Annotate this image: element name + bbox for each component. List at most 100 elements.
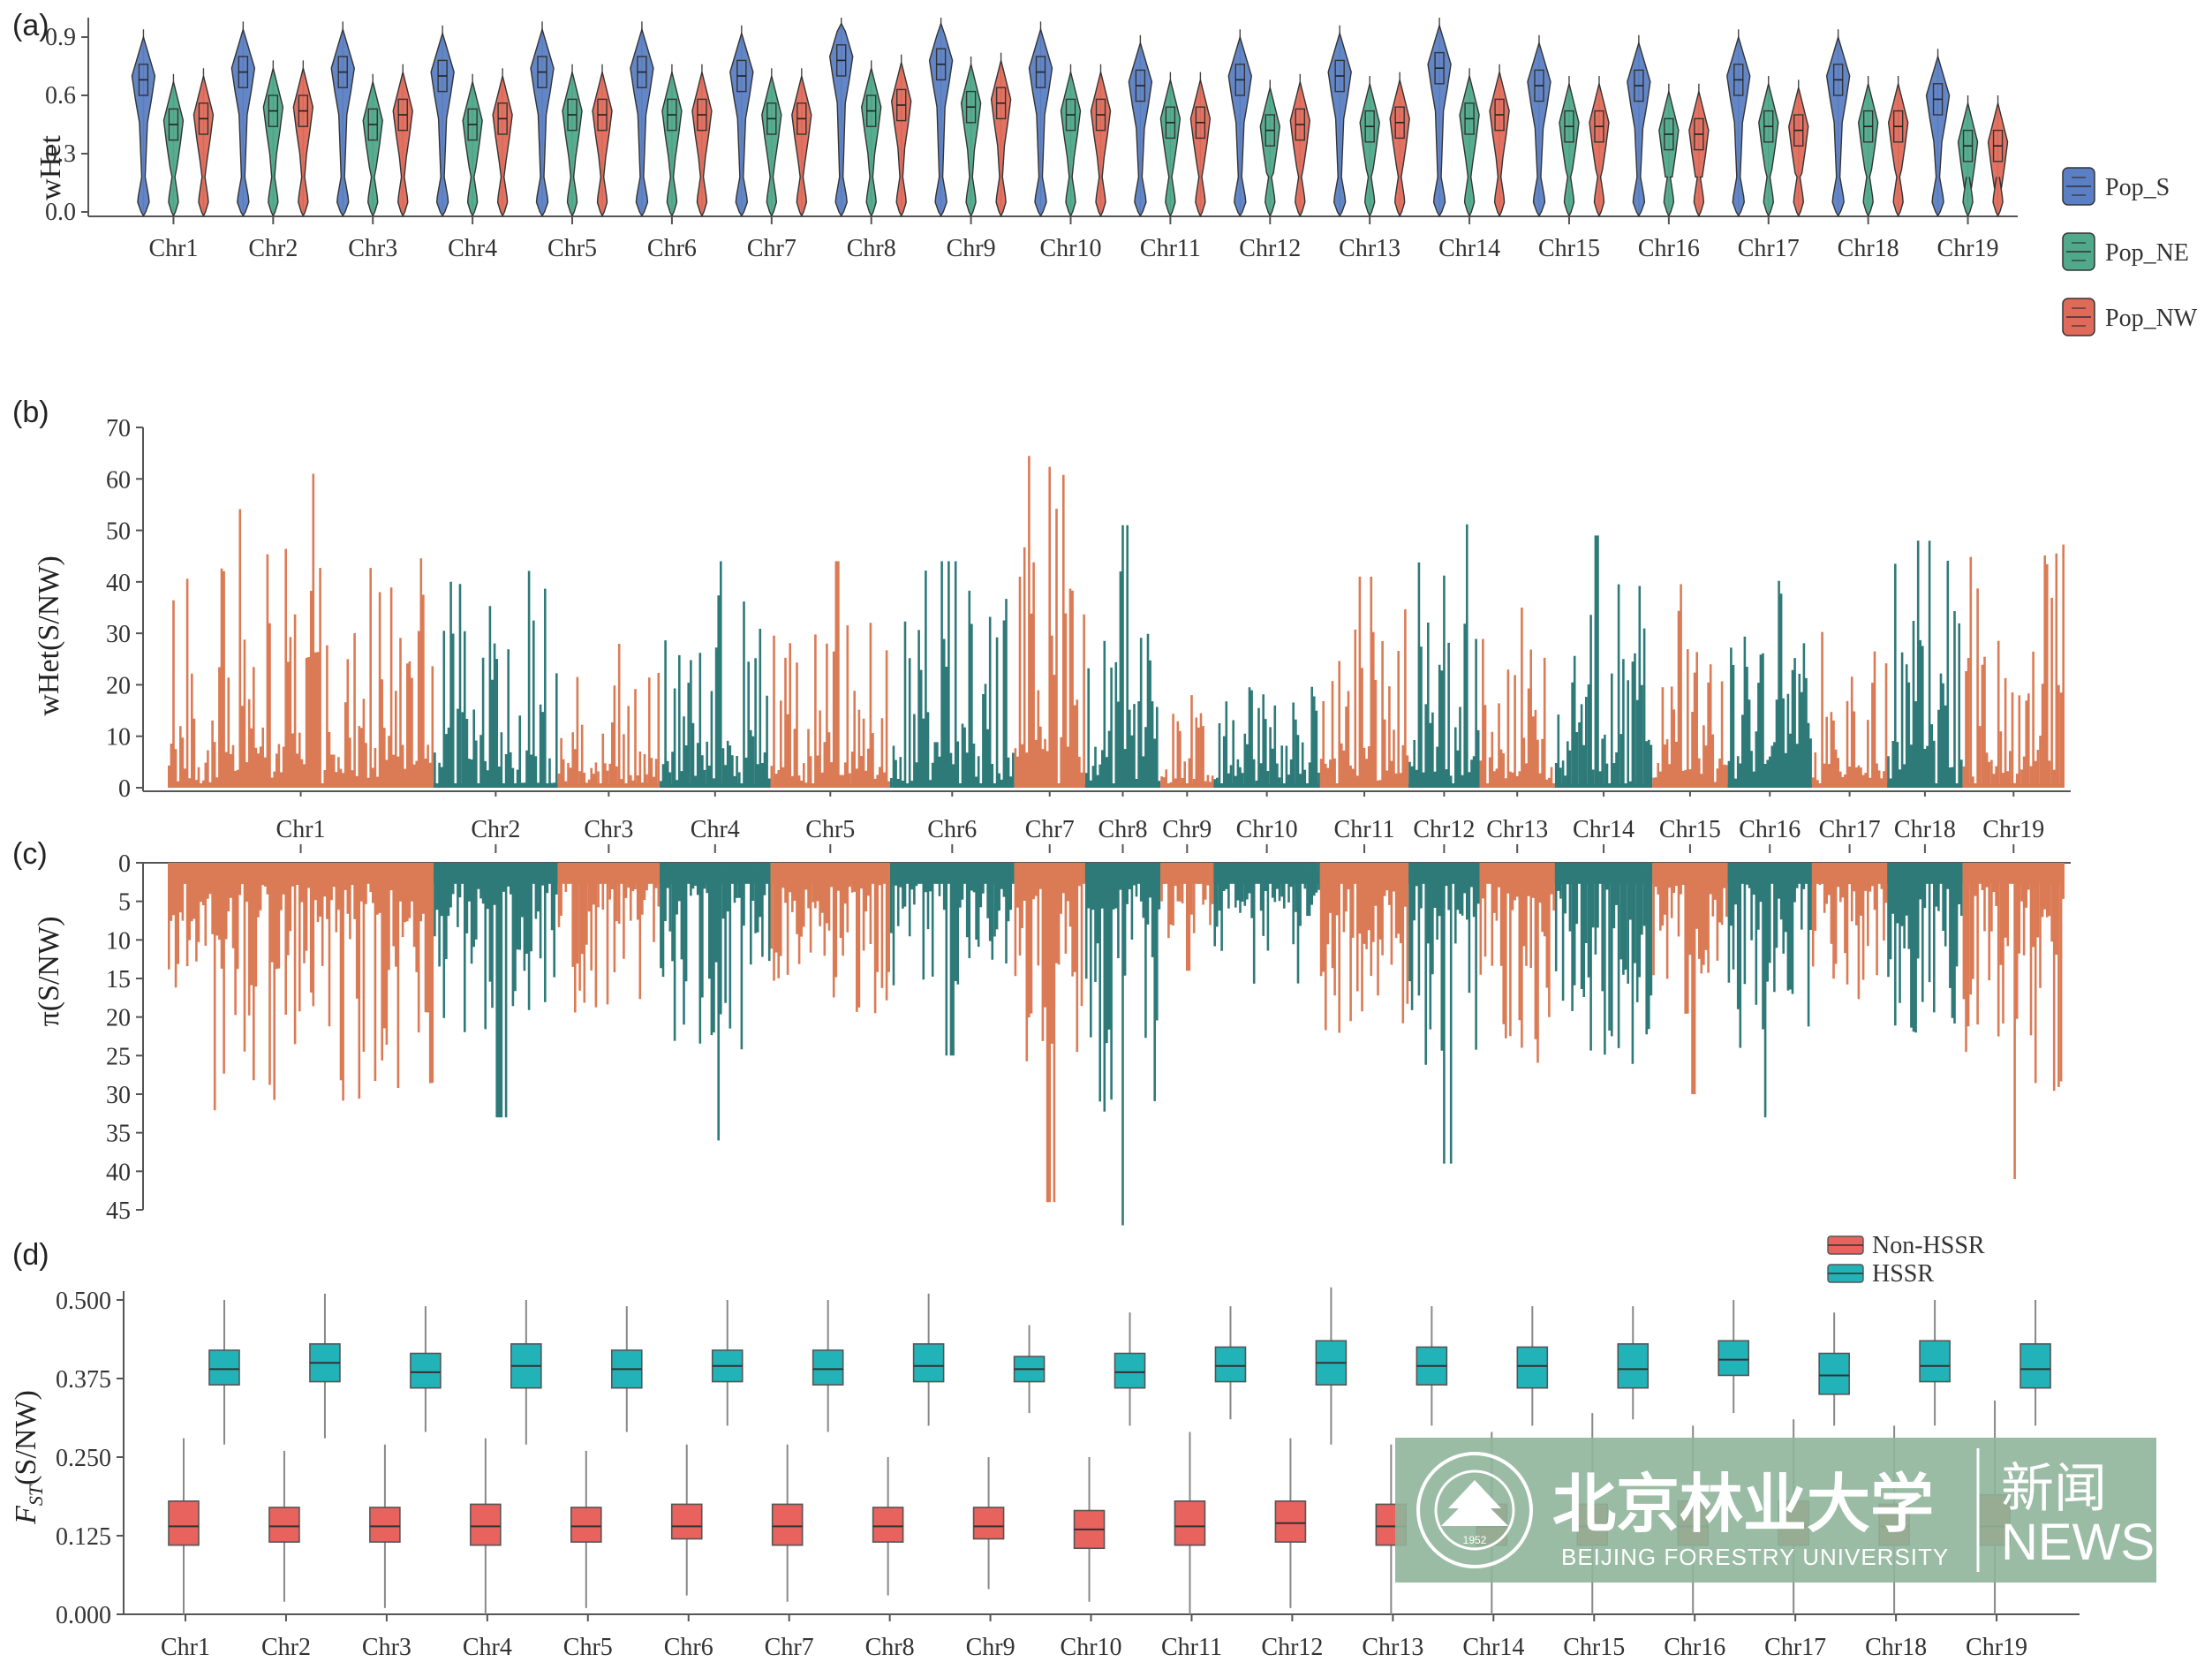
violin-Pop_S-Chr11 xyxy=(1128,34,1153,217)
legend-label-Pop_NW: Pop_NW xyxy=(2105,305,2198,332)
whet-bars-Chr9 xyxy=(1160,695,1214,788)
box-HSSR-Chr10 xyxy=(1114,1312,1146,1426)
violin-Pop_NE-Chr1 xyxy=(162,73,185,217)
panel-a-chr-label: Chr1 xyxy=(148,235,198,262)
violin-Pop_NW-Chr3 xyxy=(392,64,413,217)
whet-base-Chr15 xyxy=(1652,783,1728,788)
pi-bar-path-Chr19 xyxy=(1962,863,2065,1180)
panel-d-ytick-label: 0.500 xyxy=(56,1288,111,1315)
whet-base-Chr14 xyxy=(1554,783,1653,788)
panel-b-chr-label: Chr18 xyxy=(1894,816,1956,843)
panel-c-plot xyxy=(142,862,2071,1226)
violin-Pop_NW-Chr17 xyxy=(1788,79,1809,217)
panel-b-chr-label: Chr9 xyxy=(1162,816,1212,843)
pi-bar-path-Chr1 xyxy=(168,863,434,1111)
panel-a-ytick-label: 0.3 xyxy=(45,140,76,168)
pi-bars-Chr8 xyxy=(1084,863,1161,1226)
pi-bars-Chr15 xyxy=(1652,863,1728,1094)
violin-Pop_S-Chr15 xyxy=(1527,34,1551,217)
pi-bar-path-Chr3 xyxy=(557,863,661,1013)
whet-bars-Chr3 xyxy=(557,644,661,788)
violin-Pop_NW-Chr1 xyxy=(193,68,215,217)
violin-Pop_NW-Chr9 xyxy=(990,52,1012,217)
pi-bars-Chr1 xyxy=(168,863,434,1111)
whet-bar-path-Chr9 xyxy=(1160,695,1214,788)
panel-a: (a) wHet 0.00.30.60.9 Chr1 Chr2 Chr3 Chr4 Ch… xyxy=(12,9,2198,336)
panel-a-chr-label: Chr6 xyxy=(647,235,697,262)
pi-bar-path-Chr6 xyxy=(890,863,1015,1056)
pi-bars-Chr13 xyxy=(1479,863,1555,1063)
watermark-en: BEIJING FORESTRY UNIVERSITY xyxy=(1561,1544,1949,1570)
whet-bar-path-Chr15 xyxy=(1652,584,1728,788)
whet-base-Chr9 xyxy=(1160,783,1214,788)
violin-Pop_NE-Chr15 xyxy=(1559,76,1580,217)
panel-a-chr-label: Chr16 xyxy=(1638,235,1700,262)
panel-b-plot xyxy=(142,427,2071,792)
panel-b-chr-label: Chr11 xyxy=(1334,816,1395,843)
panel-b-ytick-label: 40 xyxy=(106,570,131,597)
whet-base-Chr1 xyxy=(168,783,434,788)
violin-Pop_NW-Chr7 xyxy=(791,68,812,217)
panel-b-chr-label: Chr2 xyxy=(471,816,520,843)
panel-d-yticks: 0.000 0.125 0.250 0.375 0.500 xyxy=(56,1288,124,1629)
violin-Pop_NW-Chr19 xyxy=(1987,95,2009,217)
panel-b-chr-label: Chr4 xyxy=(691,816,740,843)
panel-b-chr-label: Chr19 xyxy=(1982,816,2044,843)
panel-b-chr-label: Chr1 xyxy=(276,816,326,843)
pi-bars-Chr19 xyxy=(1962,863,2065,1180)
whet-bars-Chr18 xyxy=(1887,540,1963,788)
panel-a-chr-label: Chr15 xyxy=(1538,235,1600,262)
panel-b-chr-label: Chr17 xyxy=(1819,816,1881,843)
panel-a-chr-label: Chr17 xyxy=(1738,235,1800,262)
panel-c-ytick-label: 30 xyxy=(106,1082,131,1109)
panel-c-ytick-label: 45 xyxy=(106,1197,131,1225)
violin-Pop_NE-Chr5 xyxy=(562,64,583,217)
box-Non-HSSR-Chr6 xyxy=(670,1444,703,1596)
panel-b-ytick-label: 20 xyxy=(106,672,131,699)
whet-bar-path-Chr11 xyxy=(1319,577,1409,788)
pi-bars-Chr4 xyxy=(660,863,771,1141)
panel-d-chr-label: Chr17 xyxy=(1764,1634,1826,1661)
panel-d-chr-label: Chr11 xyxy=(1161,1634,1222,1661)
legend-item-Non-HSSR: Non-HSSR xyxy=(1827,1232,1985,1259)
violin-Pop_NW-Chr10 xyxy=(1090,64,1112,217)
violin-Pop_NW-Chr13 xyxy=(1389,72,1410,217)
whet-bars-Chr2 xyxy=(434,570,558,788)
violin-Pop_S-Chr19 xyxy=(1925,49,1951,217)
panel-d-chr-label: Chr8 xyxy=(865,1634,915,1661)
violin-Pop_NW-Chr14 xyxy=(1489,64,1510,217)
whet-base-Chr8 xyxy=(1084,783,1161,788)
whet-bar-path-Chr13 xyxy=(1479,608,1555,788)
violin-Pop_S-Chr3 xyxy=(330,21,355,217)
panel-d-chr-label: Chr15 xyxy=(1563,1634,1625,1661)
violin-Pop_NE-Chr2 xyxy=(262,60,284,217)
pi-bar-path-Chr14 xyxy=(1554,863,1653,1064)
whet-bars-Chr16 xyxy=(1727,580,1812,788)
whet-bar-path-Chr4 xyxy=(660,561,771,788)
whet-bars-Chr5 xyxy=(770,561,891,788)
panel-c-ytick-label: 10 xyxy=(106,927,131,955)
whet-base-Chr17 xyxy=(1811,783,1888,788)
panel-a-chr-label: Chr10 xyxy=(1040,235,1102,262)
panel-a-chr-label: Chr3 xyxy=(348,235,397,262)
panel-b-xlabels: Chr1 Chr2 Chr3 Chr4 Chr5 Chr6 Chr7 Chr8 Chr9 Chr1… xyxy=(276,791,2044,853)
panel-a-chr-label: Chr8 xyxy=(847,235,896,262)
panel-a-legend: Pop_S Pop_NE Pop_NW xyxy=(2062,167,2198,336)
whet-bar-path-Chr12 xyxy=(1408,524,1480,788)
whet-bar-path-Chr14 xyxy=(1554,535,1653,788)
panel-d-chr-label: Chr16 xyxy=(1664,1634,1725,1661)
violin-Pop_S-Chr17 xyxy=(1726,29,1751,217)
panel-a-ytick-label: 0.9 xyxy=(45,24,76,51)
box-HSSR-Chr11 xyxy=(1214,1306,1247,1420)
pi-bar-path-Chr11 xyxy=(1319,863,1409,1033)
panel-a-chr-label: Chr4 xyxy=(448,235,497,262)
whet-bar-path-Chr10 xyxy=(1213,686,1320,788)
panel-b-chr-label: Chr3 xyxy=(584,816,633,843)
panel-d-label: (d) xyxy=(12,1238,49,1272)
panel-c-ytick-label: 5 xyxy=(118,889,131,917)
violin-Pop_NE-Chr19 xyxy=(1957,95,1979,217)
box-Non-HSSR-Chr8 xyxy=(872,1457,904,1596)
violin-Pop_NW-Chr5 xyxy=(592,64,613,217)
box-Non-HSSR-Chr11 xyxy=(1174,1432,1206,1614)
legend-item-Pop_NW: Pop_NW xyxy=(2062,298,2198,336)
